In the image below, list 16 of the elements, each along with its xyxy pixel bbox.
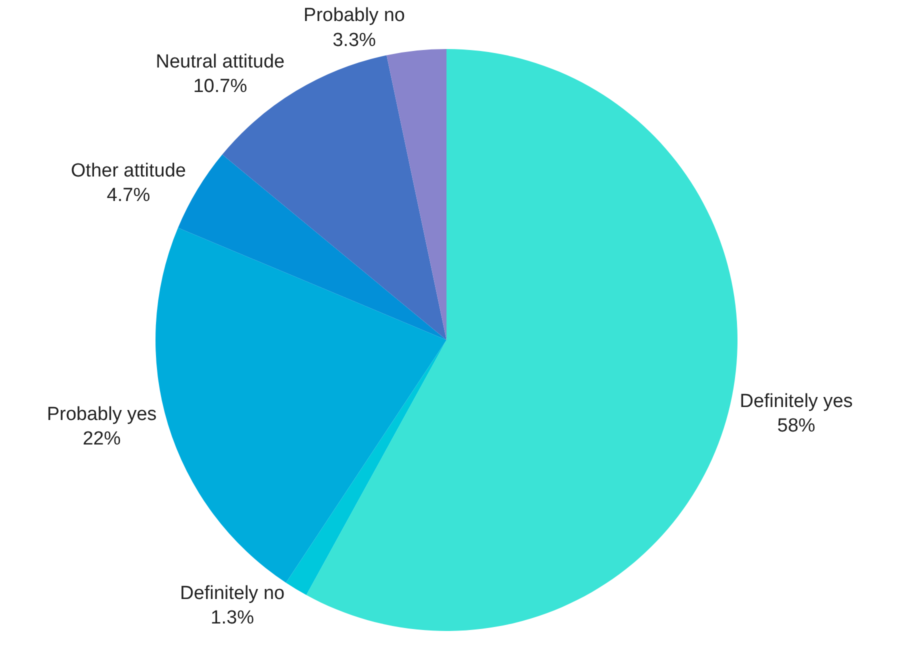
slice-label: Probably no [304,5,405,26]
data-label: 58% [777,416,816,437]
slice-label: Definitely yes [740,390,853,412]
pie-slice [306,49,737,631]
pie-slice [286,340,446,596]
data-label: 4.7% [106,185,150,206]
slice-label: Other attitude [70,160,186,182]
pie-slice [386,49,446,340]
slice-label: Definitely no [180,582,285,604]
data-label: 22% [82,428,121,450]
data-label: 3.3% [332,30,376,51]
slice-label: Probably yes [46,404,157,425]
data-label: 10.7% [193,76,248,98]
slice-label: Neutral attitude [156,51,285,72]
pie-slice [156,228,446,583]
data-label: 1.3% [210,608,254,629]
